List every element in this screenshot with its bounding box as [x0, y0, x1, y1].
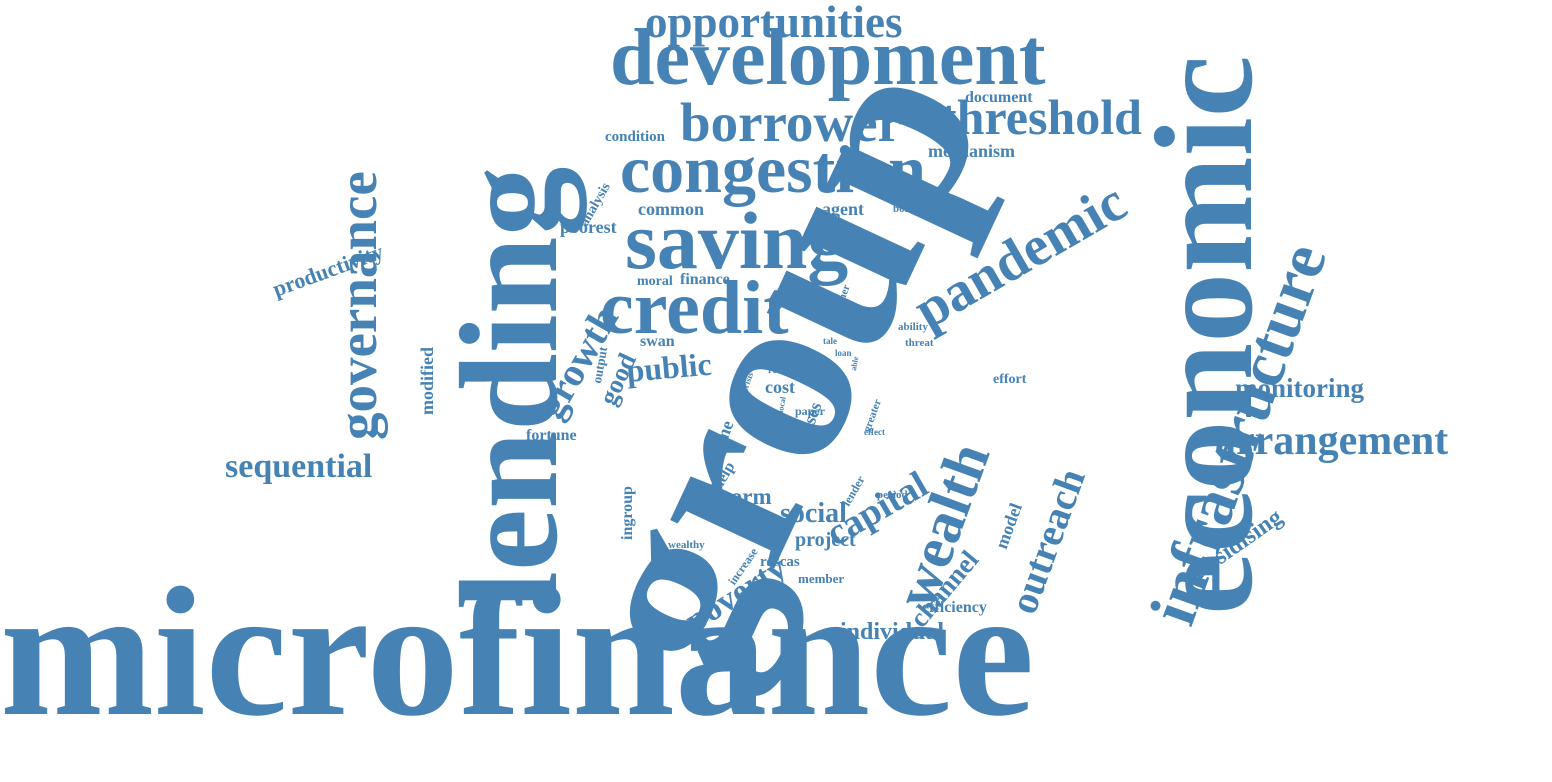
word-period: period	[877, 489, 908, 501]
word-borrow: borrow	[893, 203, 928, 215]
word-tale: tale	[823, 336, 837, 346]
word-model: model	[991, 500, 1026, 552]
word-borrower: borrower	[680, 92, 902, 153]
word-arrangement: arrangement	[1215, 418, 1449, 464]
word-agent: agent	[822, 199, 864, 219]
word-roscas: roscas	[760, 554, 800, 570]
word-poorest: poorest	[560, 217, 617, 237]
word-modified: modified	[417, 346, 437, 415]
word-paper: paper	[795, 404, 825, 418]
word-norm: norm	[718, 484, 772, 509]
word-fortune: fortune	[526, 427, 577, 444]
word-development: development	[610, 14, 1046, 102]
word-congestion: congestion	[620, 131, 926, 207]
word-loan: loan	[835, 348, 852, 358]
word-moral: moral	[637, 274, 673, 289]
word-self: self	[761, 355, 774, 365]
word-social: social	[780, 498, 847, 529]
word-sequential: sequential	[225, 448, 373, 485]
word-member: member	[798, 571, 845, 586]
word-ability: ability	[898, 321, 928, 333]
word-monitoring: monitoring	[1235, 373, 1365, 403]
word-saving: saving	[625, 195, 849, 286]
word-threshold: threshold	[940, 89, 1142, 145]
word-condition: condition	[605, 129, 666, 145]
word-common: common	[638, 199, 704, 219]
word-ingroup: ingroup	[619, 486, 636, 540]
word-microfinance: microfinance	[0, 550, 1035, 755]
word-threat: threat	[905, 337, 934, 349]
word-mechanism: mechanism	[928, 141, 1015, 161]
word-credit: credit	[600, 266, 789, 350]
word-wealthy: wealthy	[668, 539, 705, 551]
word-outreach: outreach	[1000, 462, 1094, 620]
word-opportunities: opportunities	[645, 0, 903, 47]
word-governance: governance	[327, 171, 388, 440]
word-document: document	[965, 89, 1033, 106]
word-efficiency: efficiency	[922, 599, 987, 616]
word-effort: effort	[993, 372, 1027, 387]
word-individual: individual	[840, 619, 945, 645]
word-rent: rent	[768, 365, 786, 376]
word-effect: effect	[864, 427, 885, 437]
word-swan: swan	[640, 333, 675, 350]
word-cost: cost	[765, 377, 795, 397]
word-project: project	[795, 529, 856, 551]
word-finance: finance	[680, 271, 730, 288]
